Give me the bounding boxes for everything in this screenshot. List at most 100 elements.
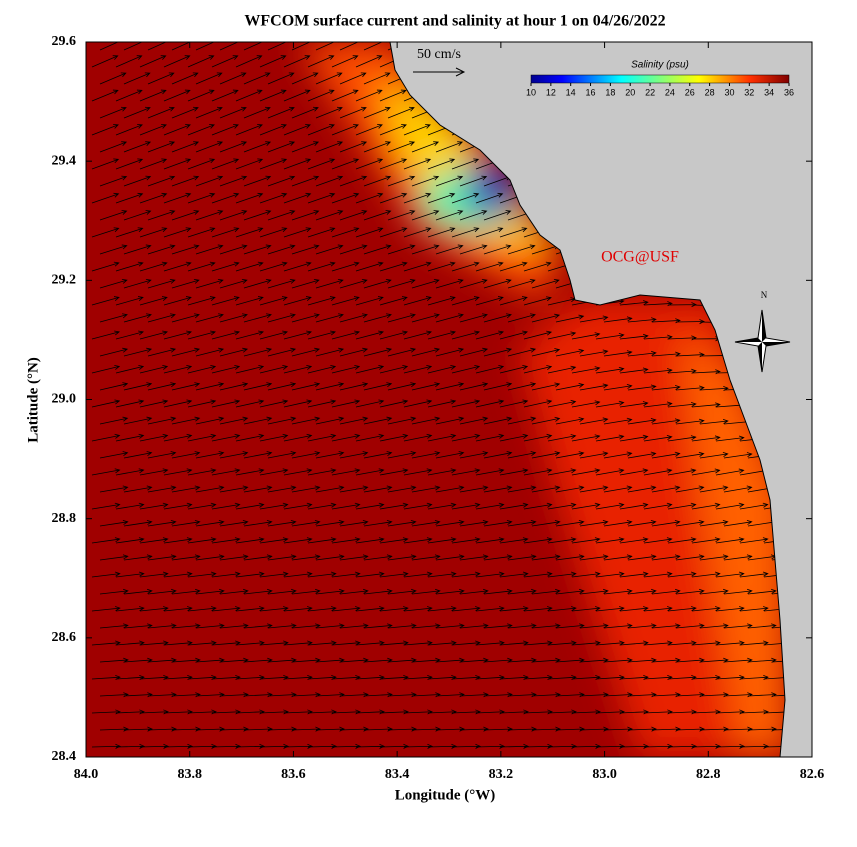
- current-arrow: [211, 571, 241, 578]
- current-arrow: [187, 606, 217, 612]
- current-arrow: [531, 348, 561, 357]
- current-arrow: [579, 349, 609, 357]
- current-arrow: [667, 502, 697, 510]
- current-arrow: [355, 606, 385, 612]
- current-arrow: [291, 485, 321, 493]
- current-arrow: [747, 726, 777, 732]
- colorbar: [530, 74, 790, 84]
- current-arrow: [459, 726, 489, 732]
- current-arrow: [435, 588, 465, 595]
- current-arrow: [171, 519, 201, 527]
- current-arrow: [331, 640, 361, 646]
- current-arrow: [339, 519, 369, 527]
- current-arrow: [355, 468, 385, 476]
- current-arrow: [243, 106, 271, 119]
- current-arrow: [147, 347, 177, 357]
- current-arrow: [147, 416, 177, 425]
- colorbar-tick-label: 32: [744, 87, 754, 97]
- current-arrow: [123, 42, 151, 51]
- current-arrow: [139, 743, 169, 749]
- current-arrow: [163, 502, 193, 510]
- current-arrow: [123, 451, 153, 459]
- current-arrow: [507, 416, 537, 425]
- current-arrow: [403, 537, 433, 544]
- current-arrow: [379, 296, 408, 306]
- current-arrow: [243, 72, 271, 85]
- current-arrow: [259, 365, 289, 374]
- x-tick-label: 83.0: [592, 767, 617, 782]
- current-arrow: [355, 89, 383, 102]
- current-arrow: [531, 416, 561, 425]
- current-arrow: [483, 416, 513, 425]
- current-arrow: [379, 502, 409, 510]
- x-tick-label: 83.4: [385, 767, 410, 782]
- current-arrow: [235, 158, 264, 170]
- current-arrow: [307, 468, 337, 476]
- current-arrow: [507, 278, 536, 289]
- current-arrow: [163, 433, 193, 442]
- current-arrow: [139, 227, 168, 238]
- current-arrow: [187, 55, 215, 68]
- current-arrow: [411, 588, 441, 595]
- colorbar-tick-label: 22: [645, 87, 655, 97]
- current-arrow: [99, 313, 128, 323]
- current-arrow: [243, 313, 272, 323]
- current-arrow: [411, 416, 441, 425]
- current-arrow: [675, 554, 705, 561]
- current-arrow: [171, 244, 200, 255]
- current-arrow: [315, 416, 345, 425]
- current-arrow: [555, 348, 585, 357]
- current-arrow: [699, 554, 729, 561]
- current-arrow: [627, 554, 657, 561]
- current-arrow: [499, 640, 529, 646]
- current-arrow: [363, 623, 393, 629]
- colorbar-tick-label: 34: [764, 87, 774, 97]
- current-arrow: [427, 468, 457, 476]
- current-arrow: [547, 502, 577, 510]
- current-arrow: [291, 175, 320, 187]
- current-arrow: [115, 227, 144, 238]
- current-arrow: [187, 640, 217, 646]
- colorbar-tick-label: 14: [566, 87, 576, 97]
- current-arrow: [307, 399, 337, 408]
- current-arrow: [427, 192, 456, 204]
- current-arrow: [91, 192, 120, 204]
- current-arrow: [283, 55, 311, 68]
- current-arrow: [91, 606, 121, 612]
- current-arrow: [483, 278, 512, 289]
- current-arrow: [603, 417, 633, 425]
- current-arrow: [331, 365, 361, 374]
- current-arrow: [163, 606, 193, 612]
- current-arrow: [219, 72, 247, 85]
- current-arrow: [571, 366, 601, 374]
- current-arrow: [283, 192, 312, 204]
- current-arrow: [187, 365, 217, 374]
- current-arrow: [403, 502, 433, 510]
- current-arrow: [219, 519, 249, 527]
- current-arrow: [531, 451, 561, 459]
- current-arrow: [99, 210, 128, 221]
- current-arrow: [547, 434, 577, 442]
- current-arrow: [307, 571, 337, 578]
- current-arrow: [283, 158, 312, 170]
- current-arrow: [595, 366, 625, 374]
- current-arrow: [211, 433, 241, 442]
- current-arrow: [531, 726, 561, 732]
- current-arrow: [163, 55, 191, 68]
- current-arrow: [571, 434, 601, 442]
- current-arrow: [147, 278, 176, 289]
- current-arrow: [451, 743, 481, 749]
- current-arrow: [475, 502, 505, 510]
- current-arrow: [523, 537, 553, 544]
- current-arrow: [667, 571, 697, 578]
- title: WFCOM surface current and salinity at ho…: [244, 13, 665, 30]
- current-arrow: [187, 571, 217, 578]
- current-arrow: [315, 588, 345, 595]
- current-arrow: [147, 588, 177, 595]
- current-arrow: [715, 435, 745, 442]
- current-arrow: [427, 571, 457, 578]
- current-arrow: [715, 468, 745, 476]
- current-arrow: [267, 485, 297, 493]
- north-label: N: [761, 290, 768, 300]
- current-arrow: [387, 210, 416, 221]
